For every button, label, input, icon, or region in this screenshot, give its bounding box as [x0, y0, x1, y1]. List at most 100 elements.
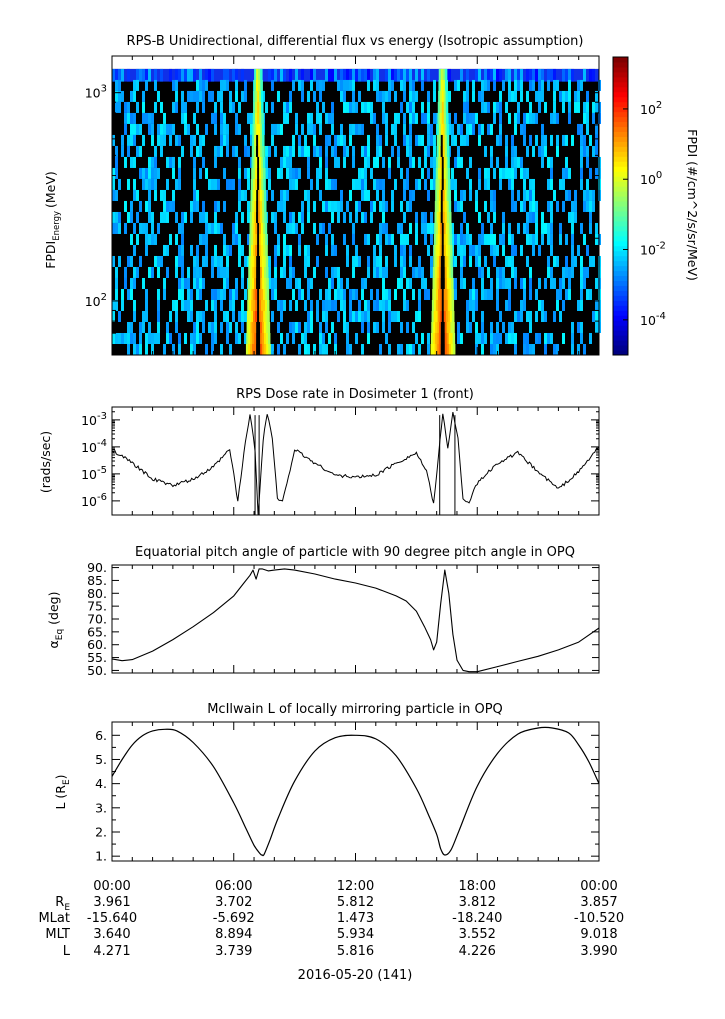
- heatmap-cell: [370, 112, 373, 124]
- y-tick-label: 103: [85, 84, 107, 101]
- heatmap-cell: [340, 123, 343, 135]
- heatmap-cell: [571, 222, 574, 234]
- spectrogram-feature-0: [264, 266, 267, 279]
- heatmap-cell: [349, 68, 352, 82]
- heatmap-cell: [304, 321, 307, 333]
- heatmap-cell: [217, 266, 220, 278]
- heatmap-cell: [409, 200, 412, 212]
- heatmap-cell: [181, 211, 184, 223]
- heatmap-cell: [331, 277, 334, 289]
- heatmap-cell: [373, 68, 376, 82]
- spectrogram-feature-0: [257, 156, 260, 169]
- spectrogram-feature-1: [448, 255, 451, 268]
- heatmap-cell: [289, 244, 292, 256]
- spectrogram-feature-1: [445, 90, 448, 103]
- heatmap-cell: [112, 189, 115, 201]
- heatmap-cell: [526, 167, 529, 179]
- colorbar-segment: [613, 215, 628, 222]
- heatmap-cell: [382, 288, 385, 300]
- spectrogram-feature-1: [438, 277, 442, 290]
- heatmap-cell: [286, 189, 289, 201]
- spectrogram-feature-0: [263, 189, 267, 202]
- spectrogram-feature-0: [254, 68, 257, 81]
- heatmap-cell: [586, 266, 589, 278]
- heatmap-cell: [496, 288, 499, 300]
- spectrogram-feature-1: [450, 321, 453, 334]
- heatmap-cell: [454, 134, 457, 146]
- heatmap-cell: [232, 101, 235, 113]
- heatmap-cell: [178, 167, 181, 179]
- spectrogram-feature-0: [262, 222, 266, 235]
- heatmap-cell: [418, 178, 421, 190]
- heatmap-cell: [526, 255, 529, 267]
- heatmap-cell: [457, 79, 460, 91]
- heatmap-cell: [139, 68, 142, 82]
- heatmap-cell: [286, 332, 289, 344]
- heatmap-cell: [235, 321, 238, 333]
- heatmap-cell: [409, 222, 412, 234]
- heatmap-cell: [463, 255, 466, 267]
- heatmap-cell: [469, 288, 472, 300]
- heatmap-cell: [472, 79, 475, 91]
- heatmap-cell: [157, 222, 160, 234]
- heatmap-cell: [379, 90, 382, 102]
- heatmap-cell: [235, 68, 238, 82]
- spectrogram-feature-1: [441, 178, 445, 191]
- spectrogram-feature-1: [445, 310, 449, 323]
- spectrogram-feature-0: [258, 277, 261, 290]
- heatmap-cell: [550, 134, 553, 146]
- heatmap-cell: [433, 134, 436, 146]
- heatmap-cell: [403, 299, 406, 311]
- heatmap-cell: [580, 266, 583, 278]
- heatmap-cell: [163, 244, 166, 256]
- heatmap-cell: [556, 255, 559, 267]
- spectrogram-feature-1: [439, 222, 443, 235]
- heatmap-cell: [169, 156, 172, 168]
- heatmap-cell: [481, 288, 484, 300]
- spectrogram-feature-0: [258, 211, 261, 224]
- spectrogram-feature-1: [443, 299, 447, 312]
- heatmap-cell: [508, 277, 511, 289]
- heatmap-cell: [313, 266, 316, 278]
- heatmap-cell: [541, 123, 544, 135]
- heatmap-cell: [286, 277, 289, 289]
- heatmap-cell: [304, 266, 307, 278]
- heatmap-cell: [589, 211, 592, 223]
- heatmap-cell: [235, 277, 238, 289]
- heatmap-cell: [112, 299, 115, 311]
- spectrogram-feature-0: [252, 200, 255, 213]
- heatmap-cell: [301, 145, 304, 157]
- heatmap-cell: [535, 332, 538, 344]
- heatmap-cell: [520, 200, 523, 212]
- heatmap-cell: [154, 255, 157, 267]
- heatmap-cell: [499, 167, 502, 179]
- heatmap-cell: [394, 178, 397, 190]
- heatmap-cell: [457, 332, 460, 344]
- heatmap-cell: [409, 189, 412, 201]
- heatmap-cell: [145, 167, 148, 179]
- heatmap-cell: [430, 123, 433, 135]
- heatmap-cell: [580, 222, 583, 234]
- spectrogram-feature-0: [267, 310, 270, 323]
- heatmap-cell: [157, 310, 160, 322]
- heatmap-cell: [295, 321, 298, 333]
- heatmap-cell: [523, 134, 526, 146]
- heatmap-cell: [547, 255, 550, 267]
- heatmap-cell: [346, 244, 349, 256]
- heatmap-cell: [520, 299, 523, 311]
- heatmap-cell: [574, 211, 577, 223]
- spectrogram-feature-0: [262, 288, 266, 301]
- heatmap-cell: [361, 343, 364, 355]
- heatmap-cell: [388, 156, 391, 168]
- spectrogram-feature-1: [436, 134, 440, 147]
- colorbar-segment: [613, 330, 628, 336]
- heatmap-cell: [562, 178, 565, 190]
- heatmap-cell: [391, 189, 394, 201]
- heatmap-cell: [397, 343, 400, 355]
- spectrogram-feature-1: [444, 79, 448, 92]
- heatmap-cell: [421, 112, 424, 124]
- heatmap-cell: [169, 233, 172, 245]
- heatmap-cell: [292, 145, 295, 157]
- heatmap-cell: [433, 156, 436, 168]
- heatmap-cell: [556, 145, 559, 157]
